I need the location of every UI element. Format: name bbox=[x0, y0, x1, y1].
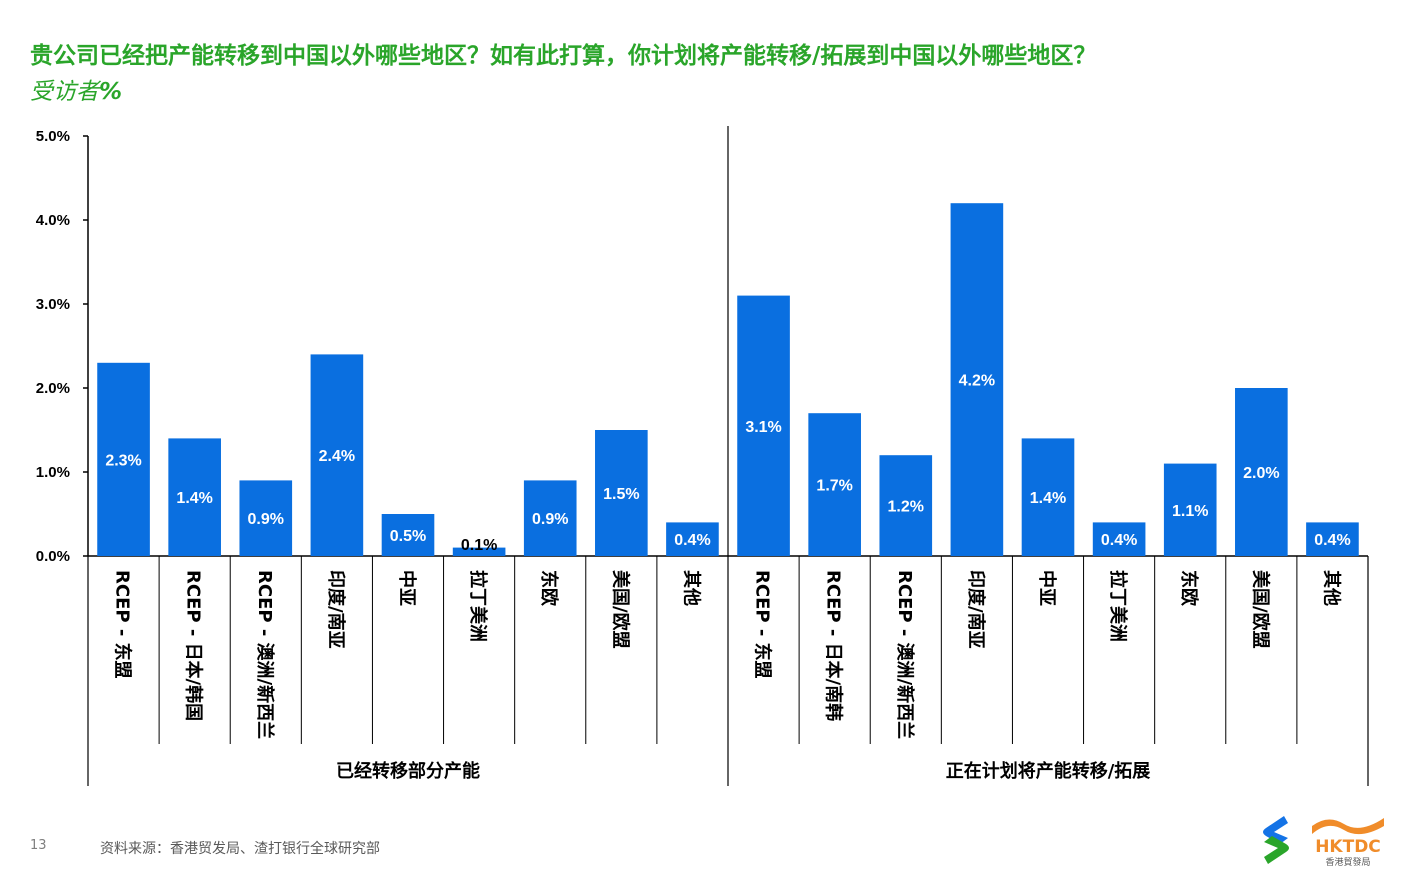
category-label: RCEP - 日本/南韩 bbox=[823, 570, 845, 721]
y-tick-label: 2.0% bbox=[36, 380, 70, 397]
category-label: RCEP - 澳洲/新西兰 bbox=[254, 570, 276, 739]
data-label: 2.4% bbox=[319, 448, 355, 465]
bar bbox=[950, 203, 1004, 556]
category-label: RCEP - 东盟 bbox=[752, 570, 774, 679]
bar bbox=[310, 354, 364, 556]
bar bbox=[452, 547, 506, 556]
category-label: 印度/南亚 bbox=[325, 570, 347, 649]
subtitle-unit: % bbox=[99, 79, 123, 105]
category-label: RCEP - 日本/韩国 bbox=[183, 570, 205, 721]
bar bbox=[1092, 522, 1146, 556]
bar bbox=[666, 522, 719, 556]
group-label: 正在计划将产能转移/拓展 bbox=[946, 760, 1152, 782]
category-label: 其他 bbox=[1320, 570, 1342, 606]
chart-subtitle: 受访者% bbox=[30, 72, 122, 106]
y-tick-label: 3.0% bbox=[36, 296, 70, 313]
y-tick-label: 5.0% bbox=[36, 128, 70, 145]
bar-chart: 0.0% 1.0% 2.0% 3.0% 4.0% 5.0% 2.3% RCEP - 东盟 1.4… bbox=[36, 126, 1369, 786]
hktdc-logo: HKTDC 香港貿發局 bbox=[1312, 818, 1384, 868]
data-label: 3.1% bbox=[745, 419, 781, 436]
bar bbox=[381, 514, 435, 556]
data-label: 0.4% bbox=[674, 532, 710, 549]
bar bbox=[1235, 388, 1288, 556]
bar bbox=[737, 295, 790, 556]
source-note: 资料来源：香港贸发局、渣打银行全球研究部 bbox=[100, 841, 380, 857]
category-label: 拉丁美洲 bbox=[1107, 570, 1129, 642]
bar bbox=[168, 438, 221, 556]
bar bbox=[879, 455, 933, 556]
category-label: 拉丁美洲 bbox=[467, 570, 489, 642]
hktdc-text: HKTDC bbox=[1315, 837, 1381, 857]
bar bbox=[808, 413, 861, 556]
category-label: RCEP - 澳洲/新西兰 bbox=[894, 570, 916, 739]
bar bbox=[1163, 463, 1217, 556]
data-label: 2.0% bbox=[1243, 465, 1279, 482]
y-tick-label: 0.0% bbox=[36, 548, 70, 565]
data-label: 0.1% bbox=[461, 537, 497, 554]
category-label: 美国/欧盟 bbox=[1249, 570, 1271, 649]
data-label: 0.9% bbox=[248, 511, 284, 528]
bar bbox=[523, 480, 577, 556]
page-number: 13 bbox=[30, 838, 47, 853]
data-label: 0.4% bbox=[1101, 532, 1137, 549]
chart-title: 贵公司已经把产能转移到中国以外哪些地区？如有此打算，你计划将产能转移/拓展到中国… bbox=[30, 43, 1097, 69]
y-tick-label: 1.0% bbox=[36, 464, 70, 481]
category-label: 其他 bbox=[680, 570, 702, 606]
category-label: 美国/欧盟 bbox=[609, 570, 631, 649]
data-label: 0.9% bbox=[532, 511, 568, 528]
data-label: 0.4% bbox=[1314, 532, 1350, 549]
category-label: 中亚 bbox=[396, 570, 418, 606]
data-label: 1.7% bbox=[816, 478, 852, 495]
data-label: 1.5% bbox=[603, 486, 639, 503]
category-label: 印度/南亚 bbox=[965, 570, 987, 649]
group-label: 已经转移部分产能 bbox=[336, 760, 480, 782]
bar bbox=[1306, 522, 1359, 556]
data-label: 0.5% bbox=[390, 528, 426, 545]
data-label: 1.2% bbox=[888, 499, 924, 516]
data-label: 1.4% bbox=[1030, 490, 1066, 507]
y-tick-label: 4.0% bbox=[36, 212, 70, 229]
category-label: RCEP - 东盟 bbox=[112, 570, 134, 679]
subtitle-text: 受访者 bbox=[30, 79, 99, 105]
bar bbox=[595, 430, 648, 556]
data-label: 2.3% bbox=[105, 452, 141, 469]
data-label: 1.4% bbox=[176, 490, 212, 507]
category-label: 东欧 bbox=[538, 570, 560, 606]
bar bbox=[239, 480, 293, 556]
category-label: 中亚 bbox=[1036, 570, 1058, 606]
data-label: 4.2% bbox=[959, 373, 995, 390]
category-label: 东欧 bbox=[1178, 570, 1200, 606]
hktdc-subtext: 香港貿發局 bbox=[1325, 856, 1370, 868]
standard-chartered-logo bbox=[1263, 816, 1289, 864]
bar bbox=[1021, 438, 1075, 556]
data-label: 1.1% bbox=[1172, 503, 1208, 520]
bar bbox=[97, 362, 150, 556]
